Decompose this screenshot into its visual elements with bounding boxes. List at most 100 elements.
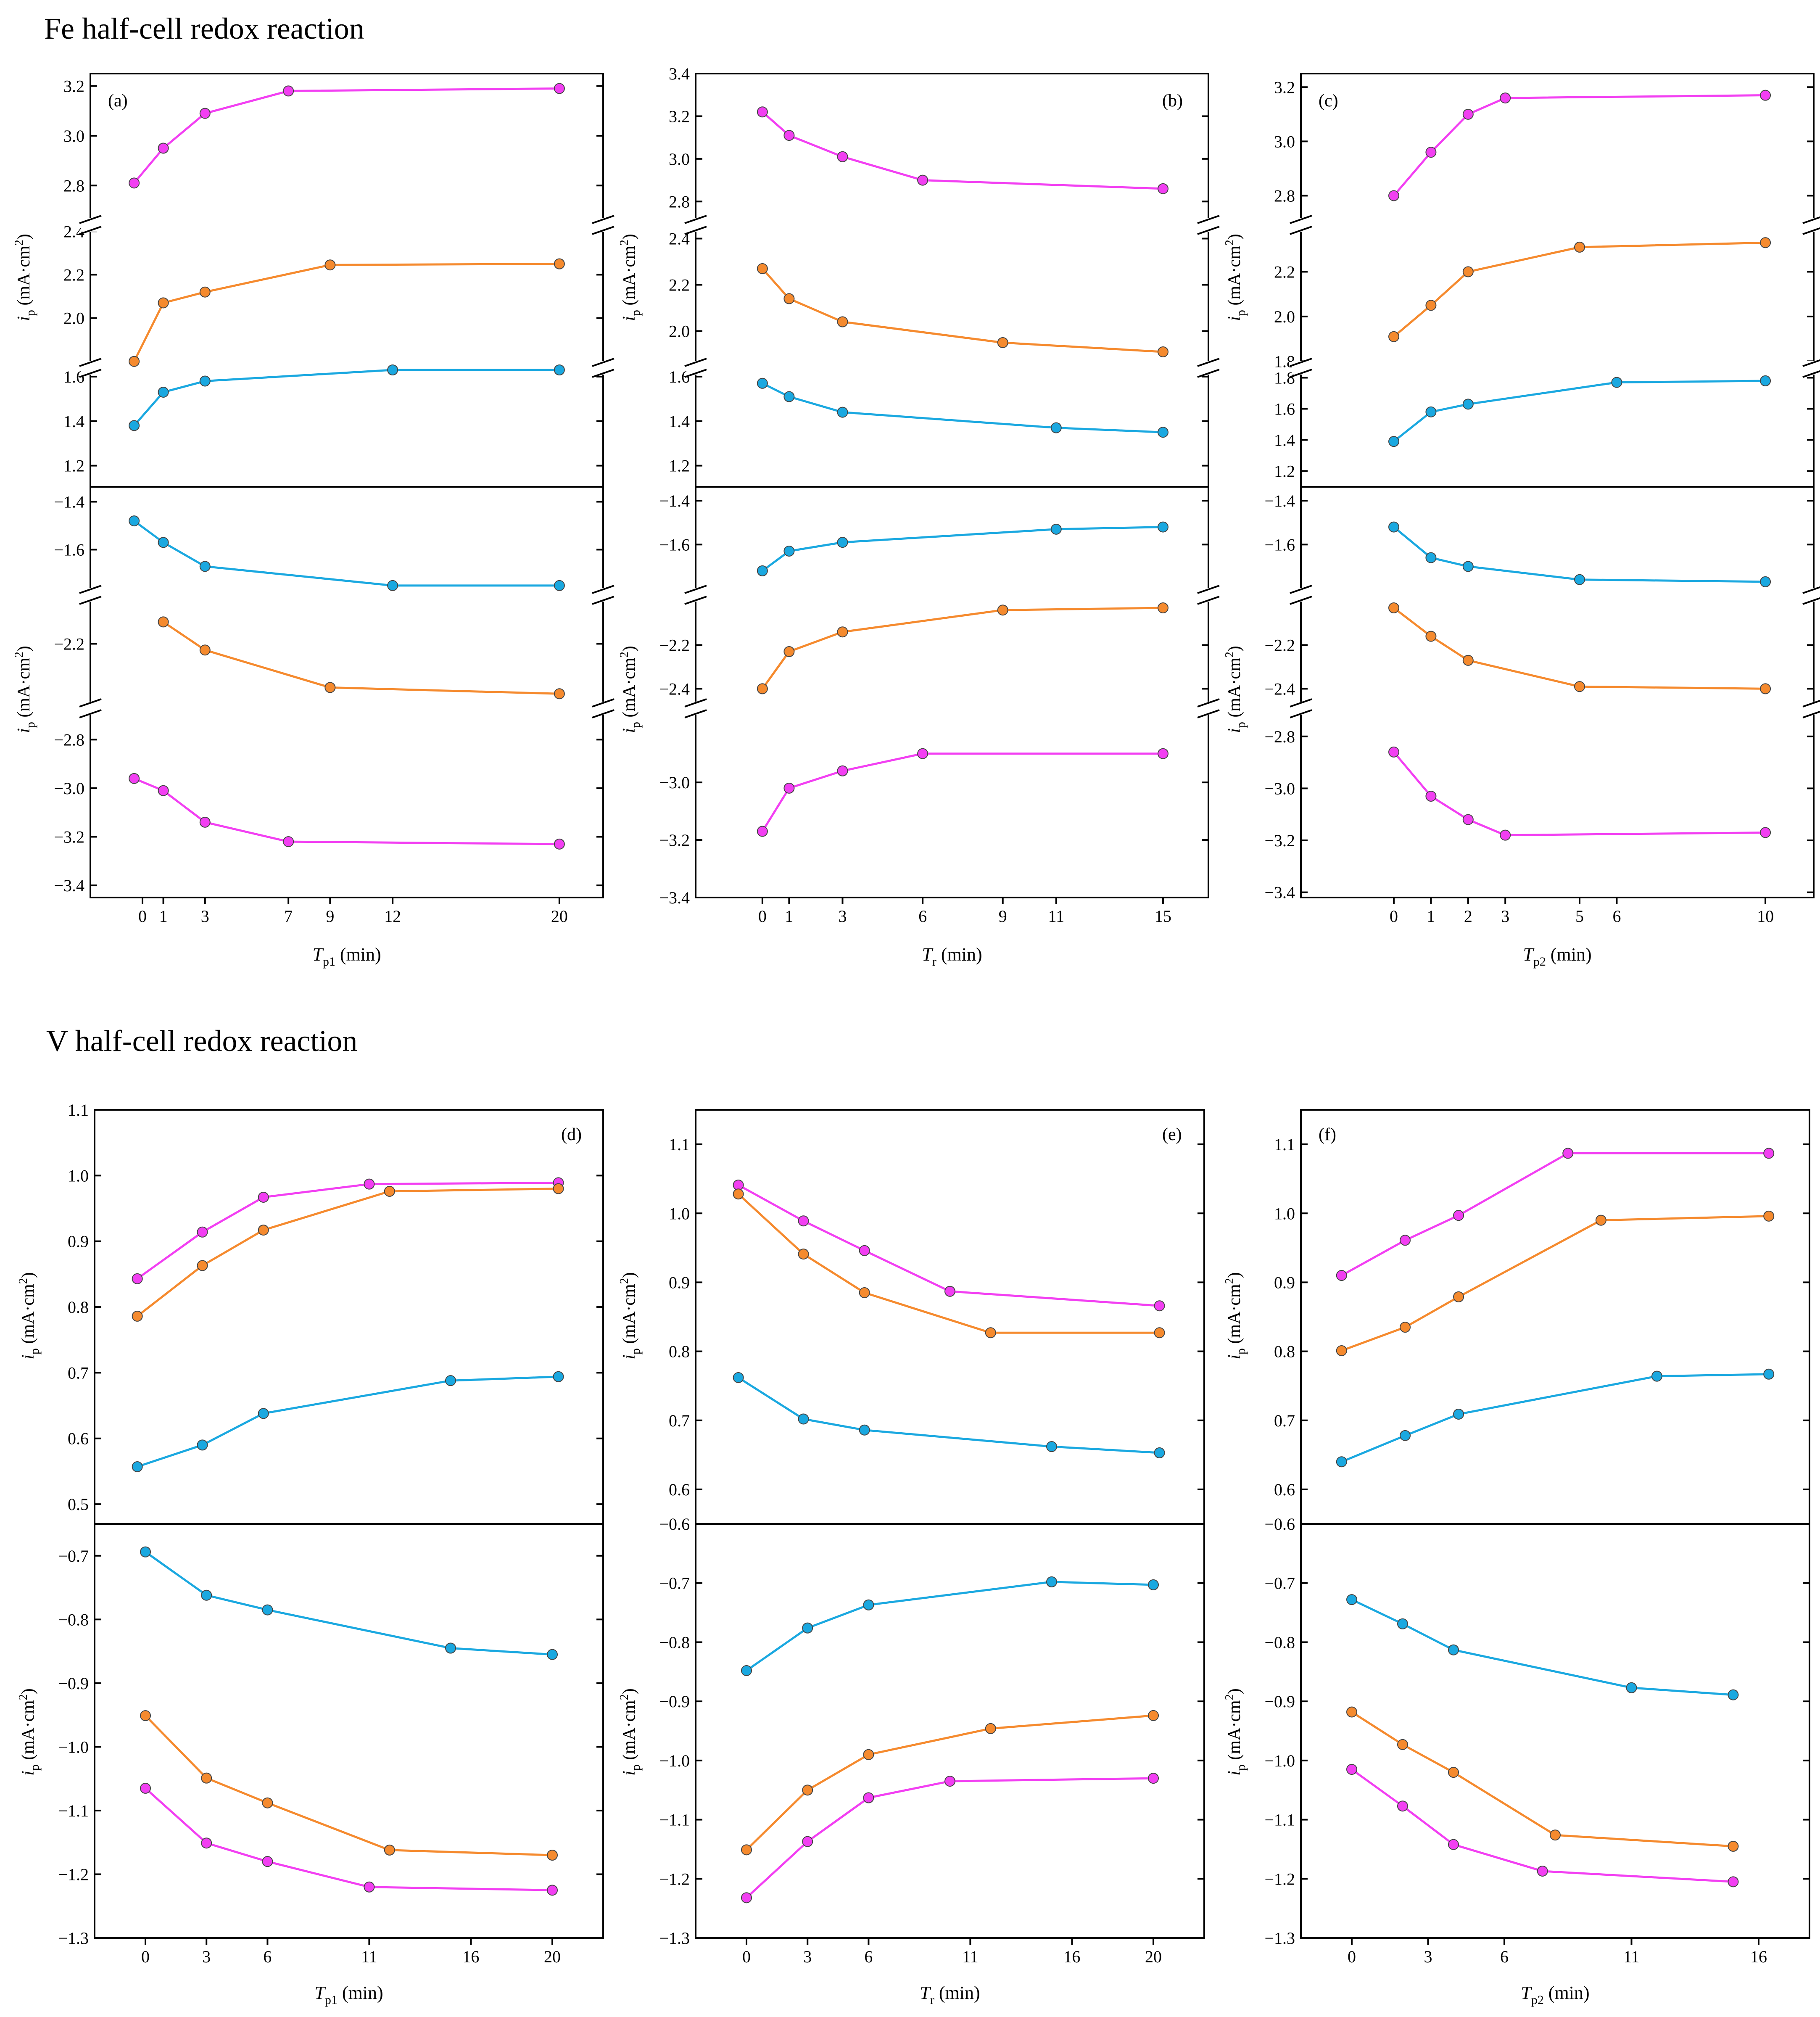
chart-b-axis-break-mark: [1197, 596, 1220, 605]
chart-b-x-tick-label: 9: [999, 907, 1007, 926]
chart-d-y-tick-label: −1.1: [58, 1801, 89, 1820]
chart-d-y-tick-label: 0.7: [68, 1363, 89, 1382]
chart-b-orange-point: [837, 626, 848, 638]
chart-e-orange-point: [859, 1287, 870, 1299]
chart-b-blue-point: [1050, 523, 1062, 535]
chart-c-y-axis-label: ip (mA·cm2): [1223, 234, 1248, 321]
chart-a-axis-break-mark: [79, 215, 102, 224]
chart-c-pink-point: [1462, 814, 1474, 825]
chart-d-blue-point: [445, 1642, 456, 1654]
chart-a-orange-point: [199, 644, 211, 656]
chart-a-blue-point: [554, 364, 565, 375]
chart-a-pink-point: [158, 143, 169, 154]
chart-f-blue-point: [1626, 1682, 1637, 1693]
chart-d-y-axis-label: ip (mA·cm2): [17, 1688, 42, 1775]
chart-d-x-tick-label: 16: [462, 1947, 479, 1966]
chart-e-orange-point: [802, 1785, 813, 1796]
chart-c-orange-point: [1388, 331, 1400, 342]
chart-b-y-tick-label: −2.2: [659, 636, 690, 655]
chart-b-axis-break-gap: [686, 588, 705, 602]
chart-a-y-tick-label: 3.0: [63, 127, 84, 145]
chart-a-y-tick-label: 2.4: [63, 222, 84, 241]
chart-d-x-axis-label: Tp1 (min): [314, 1983, 383, 2007]
chart-f-orange-point: [1346, 1706, 1357, 1718]
chart-c-axis-break-mark: [1802, 597, 1820, 605]
chart-a-y-tick-label: 2.8: [63, 176, 84, 195]
chart-e-x-tick-label: 3: [803, 1947, 812, 1966]
chart-c-x-axis-label: Tp2 (min): [1523, 944, 1591, 969]
chart-c-x-tick-label: 6: [1612, 907, 1621, 926]
chart-f-y-axis-label: ip (mA·cm2): [1223, 1272, 1248, 1359]
chart-a-axis-break-gap: [594, 588, 612, 602]
chart-e-y-tick-label: 0.6: [669, 1480, 690, 1499]
chart-a-pink-line: [133, 87, 559, 184]
chart-a-blue-line: [133, 520, 559, 587]
chart-e-pink-point: [944, 1776, 955, 1787]
chart-c-y-tick-label: 2.2: [1274, 262, 1295, 281]
chart-e-pink-point: [863, 1792, 874, 1803]
chart-c-orange-line: [1393, 241, 1766, 338]
chart-e-y-tick-label: −0.8: [659, 1633, 690, 1652]
chart-b-axis-break-mark: [684, 698, 707, 708]
chart-b-axis-break-mark: [1197, 585, 1220, 594]
chart-b-axis-break-mark: [684, 369, 707, 378]
chart-c-blue-point: [1388, 436, 1400, 447]
chart-b-x-tick-label: 11: [1048, 907, 1065, 926]
chart-a-x-axis-label: Tp1 (min): [312, 944, 381, 969]
chart-e-orange-point: [985, 1327, 996, 1339]
chart-c-panel-label: (c): [1319, 91, 1338, 111]
chart-c-y-tick-label: 2.8: [1274, 186, 1295, 205]
chart-b-blue-point: [837, 407, 848, 418]
chart-c-orange-point: [1462, 266, 1474, 277]
chart-a-axis-break-mark: [592, 596, 615, 605]
chart-f-y-tick-label: 0.6: [1274, 1480, 1295, 1499]
chart-e-y-tick-label: −1.0: [659, 1751, 690, 1770]
chart-c-y-tick-label: −3.4: [1264, 883, 1295, 902]
chart-b-axis-break-gap: [1199, 702, 1218, 715]
chart-a-blue-point: [199, 561, 211, 572]
chart-e-orange-point: [741, 1844, 752, 1856]
chart-b-blue-point: [837, 537, 848, 548]
chart-e-pink-point: [798, 1215, 809, 1227]
chart-f-y-tick-label: −1.2: [1264, 1869, 1295, 1888]
chart-c-frame: [1300, 73, 1815, 898]
chart-e-orange-point: [985, 1723, 996, 1734]
chart-f-x-tick-label: 3: [1424, 1947, 1432, 1966]
chart-e-y-tick-label: −1.3: [659, 1929, 690, 1948]
chart-c-axis-break-gap: [1292, 218, 1310, 232]
chart-a-axis-break-mark: [79, 709, 102, 718]
chart-b-y-axis-label: ip (mA·cm2): [618, 234, 643, 321]
chart-e-orange-point: [1154, 1327, 1165, 1339]
chart-c-y-tick-label: 2.0: [1274, 307, 1295, 326]
chart-c-axis-break-mark: [1290, 709, 1312, 718]
chart-a-axis-break-gap: [594, 218, 612, 232]
chart-c-y-tick-label: 3.0: [1274, 132, 1295, 151]
chart-c-pink-line: [1393, 94, 1766, 197]
chart-a-blue-point: [387, 580, 398, 591]
chart-d-blue-point: [197, 1439, 208, 1451]
chart-c-axis-break-mark: [1802, 370, 1820, 378]
chart-f-y-tick-label: 0.8: [1274, 1342, 1295, 1361]
chart-c-pink-line: [1393, 751, 1766, 837]
chart-a-axis-break-mark: [79, 596, 102, 605]
chart-f-y-tick-label: 0.7: [1274, 1411, 1295, 1430]
chart-b-orange-point: [837, 316, 848, 327]
chart-d-y-tick-label: −1.0: [58, 1737, 89, 1756]
chart-b-blue-point: [1050, 422, 1062, 433]
chart-c-y-tick-label: 3.2: [1274, 78, 1295, 97]
chart-b-axis-break-mark: [684, 585, 707, 594]
chart-d-orange-line: [145, 1715, 553, 1856]
chart-a-axis-break-mark: [79, 358, 102, 367]
chart-c-y-axis-label: ip (mA·cm2): [1223, 646, 1248, 733]
chart-f-x-tick-label: 0: [1348, 1947, 1356, 1966]
chart-a-axis-break-mark: [79, 369, 102, 378]
chart-f-pink-point: [1562, 1148, 1574, 1159]
chart-a-y-tick-label: −1.6: [54, 540, 84, 559]
chart-d-orange-point: [262, 1797, 273, 1808]
chart-b-orange-point: [997, 337, 1008, 348]
chart-e-pink-point: [1148, 1773, 1159, 1784]
chart-a-pink-point: [283, 836, 294, 847]
chart-e-y-tick-label: −0.6: [659, 1515, 690, 1534]
chart-f-blue-point: [1728, 1689, 1739, 1700]
chart-a-axis-break-gap: [594, 702, 612, 715]
